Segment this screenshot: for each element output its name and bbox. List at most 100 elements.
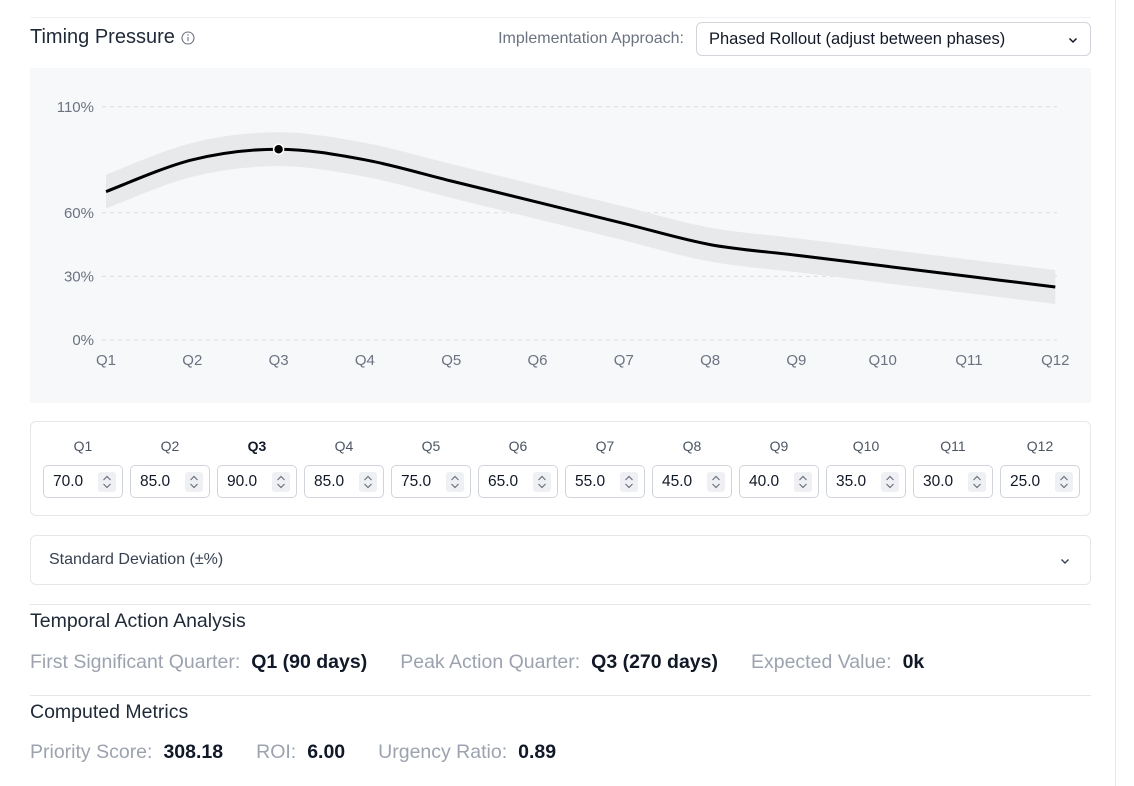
chevron-down-icon [1058,554,1072,568]
approach-select-value: Phased Rollout (adjust between phases) [709,29,1006,48]
x-tick-label: Q6 [527,352,547,369]
quarter-value: 45.0 [662,472,693,490]
x-tick-label: Q11 [955,352,982,369]
quarter-value-input[interactable]: 35.0 [826,465,906,498]
x-tick-label: Q12 [1041,352,1069,369]
std-dev-label: Standard Deviation (±%) [49,551,224,568]
quarter-value: 65.0 [488,472,519,490]
x-tick-label: Q7 [614,352,634,369]
quarter-input-group: Q1 70.0 [43,438,123,498]
roi-label: ROI: [256,741,297,763]
stepper-icon[interactable] [1055,472,1073,492]
quarter-value: 25.0 [1010,472,1041,490]
quarter-label: Q5 [421,438,441,454]
stepper-icon[interactable] [707,472,725,492]
quarter-input-group: Q11 30.0 [913,438,993,498]
quarter-label: Q4 [334,438,354,454]
urgency-ratio-label: Urgency Ratio: [378,741,508,763]
stepper-icon[interactable] [446,472,464,492]
first-quarter-label: First Significant Quarter: [30,651,241,673]
x-tick-label: Q2 [182,352,202,369]
quarter-label: Q3 [247,438,267,454]
quarter-label: Q2 [160,438,180,454]
stepper-icon[interactable] [881,472,899,492]
timing-pressure-header: Timing Pressure Implementation Approach:… [30,22,1091,56]
quarter-value: 55.0 [575,472,606,490]
quarter-value-input[interactable]: 30.0 [913,465,993,498]
quarter-label: Q9 [769,438,789,454]
title-text: Timing Pressure [30,26,175,48]
approach-label: Implementation Approach: [498,30,684,47]
temporal-metrics-row: First Significant Quarter: Q1 (90 days) … [30,651,957,674]
quarter-value-input[interactable]: 40.0 [739,465,819,498]
quarter-value-input[interactable]: 70.0 [43,465,123,498]
quarter-value-input[interactable]: 85.0 [304,465,384,498]
y-tick-label: 0% [72,332,94,349]
quarter-value-input[interactable]: 55.0 [565,465,645,498]
x-tick-label: Q1 [96,352,116,369]
approach-select[interactable]: Phased Rollout (adjust between phases) [696,22,1091,56]
quarter-input-group: Q2 85.0 [130,438,210,498]
quarter-value: 85.0 [140,472,171,490]
quarter-value: 85.0 [314,472,345,490]
chart-svg: 110% 60% 30% 0%Q1 Q2 Q3 Q4 Q5 Q6 Q7 Q8 Q9 Q10 Q11 Q12 [57,99,1070,369]
peak-quarter-label: Peak Action Quarter: [400,651,581,673]
quarter-label: Q6 [508,438,528,454]
chevron-down-icon [1066,33,1080,47]
quarter-value: 40.0 [749,472,780,490]
x-tick-label: Q8 [700,352,720,369]
x-tick-label: Q3 [269,352,289,369]
quarter-value-input[interactable]: 65.0 [478,465,558,498]
x-tick-label: Q5 [441,352,461,369]
stepper-icon[interactable] [620,472,638,492]
quarter-value: 75.0 [401,472,432,490]
priority-score-label: Priority Score: [30,741,153,763]
std-dev-accordion[interactable]: Standard Deviation (±%) [30,535,1091,585]
quarter-input-group: Q3 90.0 [217,438,297,498]
quarter-value: 35.0 [836,472,867,490]
series-line [105,147,1056,289]
stepper-icon[interactable] [359,472,377,492]
quarter-value: 70.0 [53,472,84,490]
quarter-input-group: Q6 65.0 [478,438,558,498]
y-tick-label: 30% [64,268,94,285]
computed-metrics-title: Computed Metrics [30,701,189,723]
roi-value: 6.00 [307,741,346,763]
quarter-label: Q7 [595,438,615,454]
urgency-ratio-value: 0.89 [518,741,557,763]
x-tick-label: Q10 [869,352,897,369]
expected-value-value: 0k [902,651,925,673]
info-icon[interactable] [181,30,195,45]
quarter-input-group: Q12 25.0 [1000,438,1080,498]
stepper-icon[interactable] [272,472,290,492]
quarter-input-group: Q8 45.0 [652,438,732,498]
quarter-label: Q1 [73,438,93,454]
quarter-input-group: Q10 35.0 [826,438,906,498]
x-tick-label: Q4 [355,352,375,369]
quarter-input-group: Q4 85.0 [304,438,384,498]
stepper-icon[interactable] [533,472,551,492]
expected-value-label: Expected Value: [750,651,892,673]
y-tick-label: 60% [64,205,94,222]
stepper-icon[interactable] [98,472,116,492]
stepper-icon[interactable] [794,472,812,492]
priority-score-value: 308.18 [163,741,224,763]
quarter-input-group: Q5 75.0 [391,438,471,498]
stepper-icon[interactable] [185,472,203,492]
quarter-label: Q12 [1026,438,1054,454]
quarter-value-input[interactable]: 75.0 [391,465,471,498]
quarter-value-input[interactable]: 90.0 [217,465,297,498]
quarter-inputs-panel: Q1 70.0 Q2 85.0 Q3 90.0 Q4 85.0 Q5 75.0 Q6 65.0 Q7 55… [30,421,1091,516]
stepper-icon[interactable] [968,472,986,492]
quarter-input-group: Q9 40.0 [739,438,819,498]
quarter-input-group: Q7 55.0 [565,438,645,498]
section-title: Timing Pressure [30,26,195,49]
quarter-value-input[interactable]: 25.0 [1000,465,1080,498]
quarter-value: 30.0 [923,472,954,490]
quarter-value-input[interactable]: 85.0 [130,465,210,498]
x-tick-label: Q9 [786,352,806,369]
quarter-value-input[interactable]: 45.0 [652,465,732,498]
timing-chart[interactable]: 110% 60% 30% 0% Q1 Q2 Q3 Q4 Q5 Q6 Q7 Q8 Q9 Q10 Q11 Q12 [30,68,1091,403]
computed-metrics-row: Priority Score: 308.18 ROI: 6.00 Urgency… [30,741,589,764]
